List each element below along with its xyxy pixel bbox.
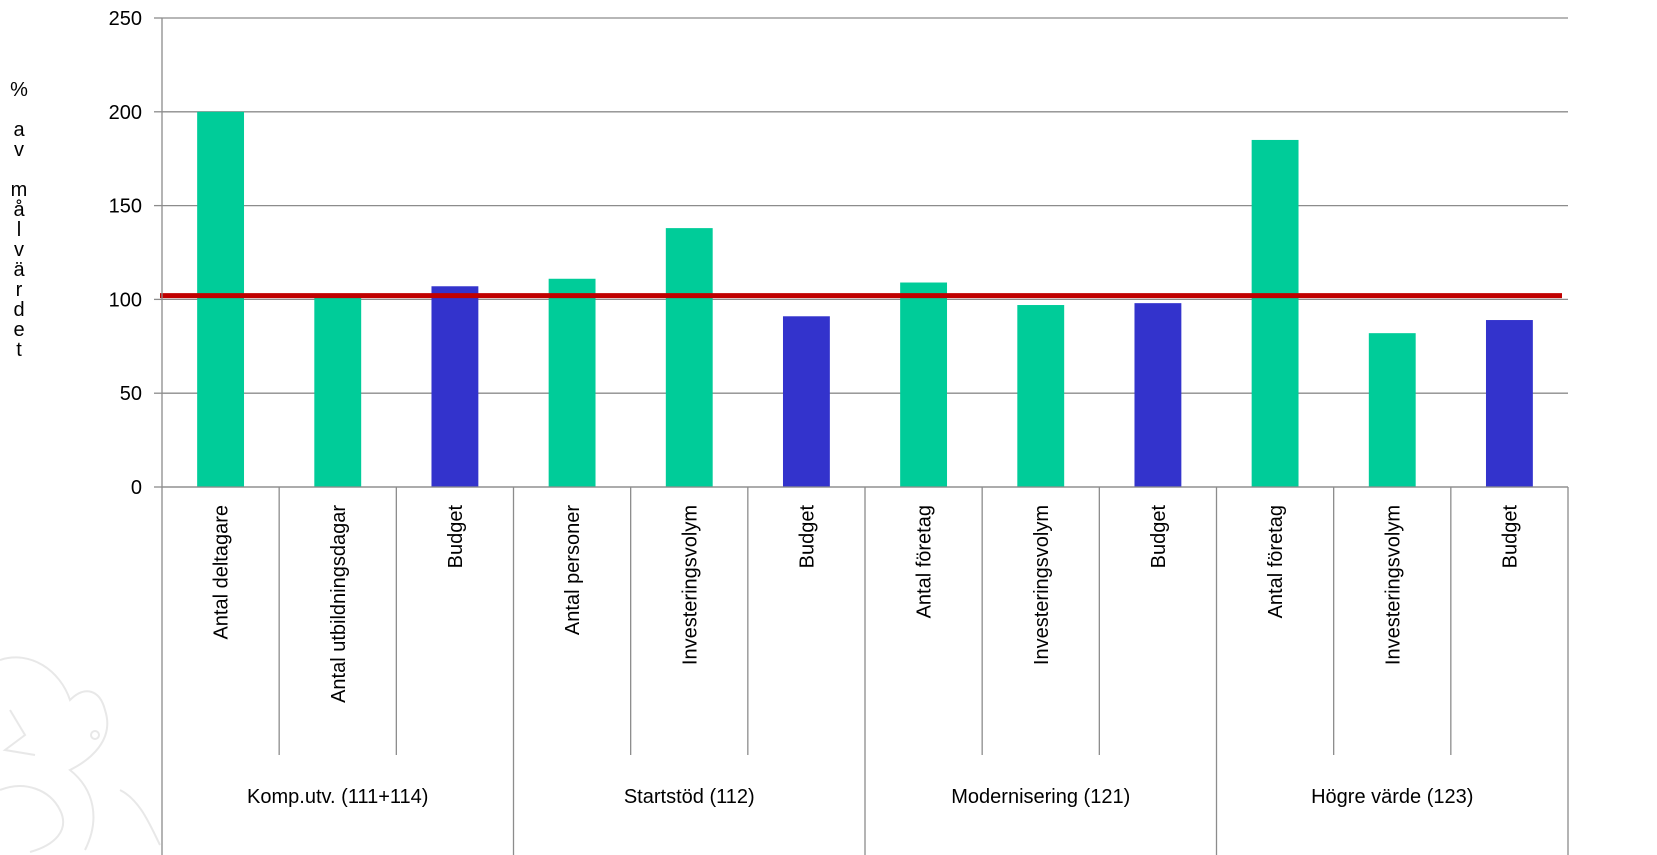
y-tick-labels: 0 50 100 150 200 250	[109, 8, 142, 499]
bar-budget	[1134, 303, 1182, 487]
y-tick-label: 200	[109, 102, 142, 124]
y-tick-label: 150	[109, 196, 142, 218]
bar-indicator	[1017, 305, 1065, 487]
category-label: Investeringsvolym	[1031, 505, 1053, 665]
y-tick-label: 50	[120, 383, 142, 405]
bar-budget	[1485, 320, 1533, 487]
category-label: Antal utbildningsdagar	[328, 505, 350, 703]
category-label: Budget	[445, 505, 467, 569]
bar-indicator	[665, 228, 713, 487]
category-label: Investeringsvolym	[679, 505, 701, 665]
y-tick-label: 250	[109, 8, 142, 30]
bar-budget	[782, 316, 830, 487]
category-label: Budget	[1148, 505, 1170, 569]
bar-indicator	[197, 111, 245, 488]
bar-indicator	[900, 282, 948, 487]
category-labels: Antal deltagare Antal utbildningsdagar Bud…	[211, 505, 1522, 703]
group-label: Startstöd (112)	[624, 786, 755, 808]
y-tick-label: 100	[109, 289, 142, 311]
bar-budget	[431, 286, 479, 487]
category-label: Antal personer	[562, 505, 584, 635]
group-label: Modernisering (121)	[951, 786, 1130, 808]
bar-indicator	[1368, 333, 1416, 487]
bar-indicator	[314, 297, 362, 487]
category-label: Antal företag	[1265, 505, 1287, 618]
group-label: Komp.utv. (111+114)	[247, 786, 428, 808]
category-label: Budget	[1499, 505, 1521, 569]
watermark-decoration	[0, 656, 161, 853]
bars	[197, 111, 1533, 488]
gridlines	[162, 17, 1568, 488]
bar-indicator	[1251, 139, 1299, 487]
category-label: Investeringsvolym	[1382, 505, 1404, 665]
category-label: Budget	[796, 505, 818, 569]
y-tick-label: 0	[131, 477, 142, 499]
category-label: Antal företag	[914, 505, 936, 618]
axes	[154, 17, 1569, 855]
group-labels: Komp.utv. (111+114) Startstöd (112) Modern…	[247, 786, 1473, 808]
y-axis-label: % a v m å l v ä r d e t	[10, 79, 28, 361]
category-label: Antal deltagare	[211, 505, 233, 640]
bar-indicator	[548, 278, 596, 487]
group-label: Högre värde (123)	[1311, 786, 1473, 808]
